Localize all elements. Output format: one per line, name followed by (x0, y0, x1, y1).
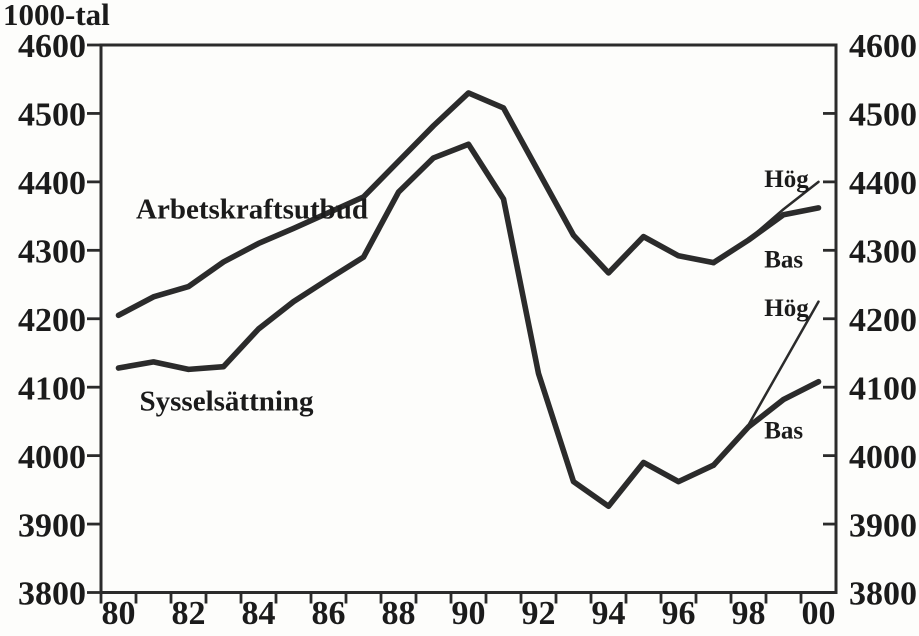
y-axis-label-left: 4100 (18, 370, 86, 407)
x-axis-label: 80 (102, 595, 136, 632)
series-line-syssels-ttning (115, 141, 717, 510)
series-annotation: Hög (764, 166, 809, 193)
x-axis-label: 88 (382, 595, 416, 632)
y-axis-label-right: 3900 (849, 507, 917, 544)
y-axis-label-right: 4500 (849, 97, 917, 134)
series-line-arbetskraftsutbud (115, 90, 717, 319)
y-axis-label-left: 4500 (18, 97, 86, 134)
x-axis-label: 00 (802, 595, 836, 632)
x-axis-label: 92 (522, 595, 556, 632)
y-axis-label-right: 4300 (849, 234, 917, 271)
y-axis-label-left: 4000 (18, 439, 86, 476)
series-annotation: Bas (764, 418, 803, 445)
y-axis-label-right: 4000 (849, 439, 917, 476)
x-axis-label: 84 (242, 595, 276, 632)
x-axis-label: 90 (452, 595, 486, 632)
y-axis-label-left: 4600 (18, 28, 86, 65)
series-line-arbetskraftsutbud-bas (710, 205, 822, 266)
y-axis-unit-label: 1000-tal (3, 0, 110, 32)
y-axis-label-right: 4100 (849, 370, 917, 407)
series-annotation: Sysselsättning (140, 386, 315, 418)
series-annotation: Bas (764, 247, 803, 274)
y-axis-label-left: 4400 (18, 165, 86, 202)
y-axis-label-left: 4300 (18, 234, 86, 271)
series-annotation: Arbetskraftsutbud (136, 193, 368, 225)
plot-frame (99, 43, 838, 594)
series-annotation: Hög (764, 295, 809, 322)
y-axis-label-right: 4600 (849, 28, 917, 65)
x-axis-label: 86 (312, 595, 346, 632)
x-axis-label: 98 (732, 595, 766, 632)
y-axis-label-right: 3800 (849, 576, 917, 613)
y-axis-label-right: 4200 (849, 302, 917, 339)
x-axis-label: 82 (172, 595, 206, 632)
x-axis-label: 94 (592, 595, 626, 632)
x-axis-label: 96 (662, 595, 696, 632)
y-axis-label-left: 4200 (18, 302, 86, 339)
y-axis-label-left: 3900 (18, 507, 86, 544)
y-axis-label-right: 4400 (849, 165, 917, 202)
series-line-syssels-ttning-bas (710, 378, 822, 469)
y-axis-label-left: 3800 (18, 576, 86, 613)
